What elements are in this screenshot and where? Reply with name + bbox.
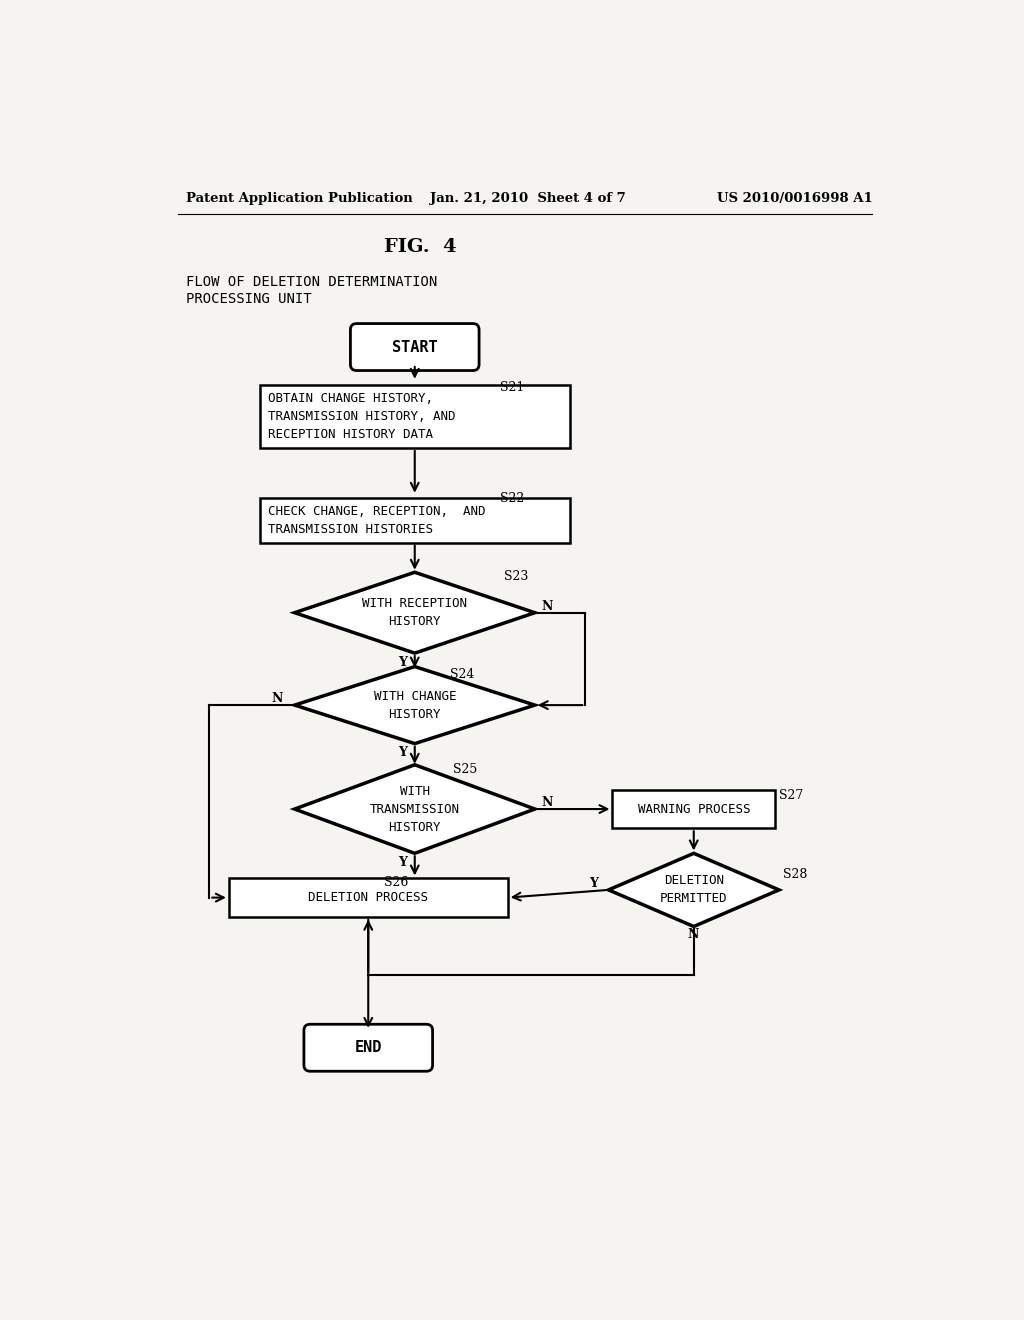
Text: US 2010/0016998 A1: US 2010/0016998 A1: [717, 191, 872, 205]
Bar: [228, 878, 508, 917]
Polygon shape: [295, 573, 535, 653]
Text: WARNING PROCESS: WARNING PROCESS: [638, 803, 750, 816]
Polygon shape: [608, 853, 779, 927]
Text: S25: S25: [454, 763, 478, 776]
Polygon shape: [295, 667, 535, 743]
FancyBboxPatch shape: [350, 323, 479, 371]
Text: Patent Application Publication: Patent Application Publication: [186, 191, 413, 205]
Text: Y: Y: [397, 656, 407, 669]
FancyBboxPatch shape: [304, 1024, 432, 1072]
Text: S22: S22: [500, 492, 524, 506]
Text: WITH
TRANSMISSION
HISTORY: WITH TRANSMISSION HISTORY: [370, 784, 460, 833]
Text: CHECK CHANGE, RECEPTION,  AND
TRANSMISSION HISTORIES: CHECK CHANGE, RECEPTION, AND TRANSMISSIO…: [267, 504, 485, 536]
Text: S26: S26: [384, 875, 409, 888]
Text: FLOW OF DELETION DETERMINATION: FLOW OF DELETION DETERMINATION: [186, 275, 437, 289]
Text: DELETION
PERMITTED: DELETION PERMITTED: [660, 874, 727, 906]
Text: N: N: [541, 796, 553, 809]
Text: N: N: [541, 601, 553, 612]
Text: END: END: [354, 1040, 382, 1055]
Bar: [260, 385, 569, 447]
Text: PROCESSING UNIT: PROCESSING UNIT: [186, 292, 311, 306]
Text: N: N: [687, 928, 699, 941]
Text: S24: S24: [450, 668, 474, 681]
Text: OBTAIN CHANGE HISTORY,
TRANSMISSION HISTORY, AND
RECEPTION HISTORY DATA: OBTAIN CHANGE HISTORY, TRANSMISSION HIST…: [267, 392, 455, 441]
Text: FIG.  4: FIG. 4: [384, 238, 457, 256]
Bar: [260, 498, 569, 543]
Text: S21: S21: [500, 381, 524, 395]
Text: S27: S27: [779, 788, 803, 801]
Bar: [612, 789, 775, 829]
Text: S23: S23: [504, 570, 528, 583]
Text: DELETION PROCESS: DELETION PROCESS: [308, 891, 428, 904]
Text: START: START: [392, 339, 437, 355]
Polygon shape: [295, 764, 535, 853]
Text: WITH RECEPTION
HISTORY: WITH RECEPTION HISTORY: [362, 597, 467, 628]
Text: Jan. 21, 2010  Sheet 4 of 7: Jan. 21, 2010 Sheet 4 of 7: [430, 191, 626, 205]
Text: S28: S28: [783, 869, 807, 880]
Text: WITH CHANGE
HISTORY: WITH CHANGE HISTORY: [374, 689, 456, 721]
Text: N: N: [271, 693, 283, 705]
Text: Y: Y: [397, 746, 407, 759]
Text: Y: Y: [589, 878, 598, 890]
Text: Y: Y: [397, 857, 407, 869]
